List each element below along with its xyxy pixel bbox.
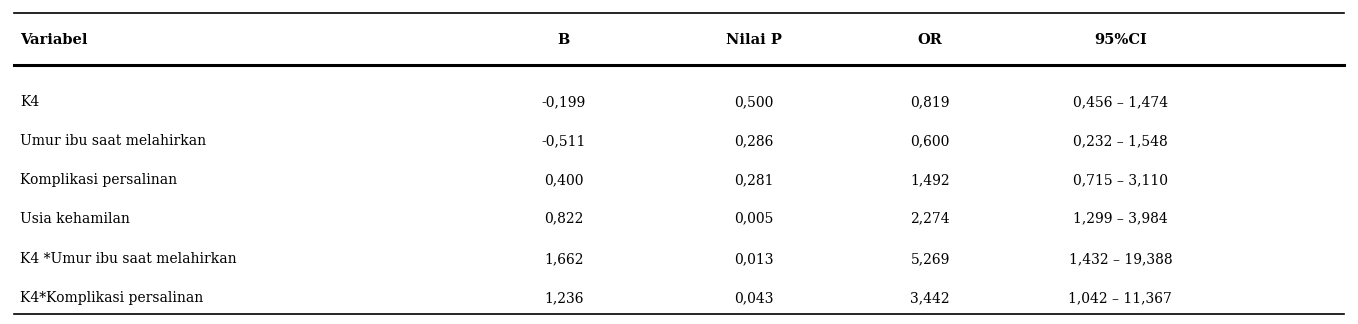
Text: 0,281: 0,281 — [733, 173, 774, 187]
Text: 0,715 – 3,110: 0,715 – 3,110 — [1073, 173, 1168, 187]
Text: 0,456 – 1,474: 0,456 – 1,474 — [1073, 95, 1168, 109]
Text: 0,819: 0,819 — [910, 95, 951, 109]
Text: 0,005: 0,005 — [735, 212, 773, 226]
Text: 0,232 – 1,548: 0,232 – 1,548 — [1073, 134, 1168, 148]
Text: -0,199: -0,199 — [542, 95, 585, 109]
Text: -0,511: -0,511 — [542, 134, 585, 148]
Text: 0,043: 0,043 — [733, 291, 774, 305]
Text: Komplikasi persalinan: Komplikasi persalinan — [20, 173, 178, 187]
Text: 95%CI: 95%CI — [1095, 33, 1146, 48]
Text: K4*Komplikasi persalinan: K4*Komplikasi persalinan — [20, 291, 204, 305]
Text: Umur ibu saat melahirkan: Umur ibu saat melahirkan — [20, 134, 206, 148]
Text: 5,269: 5,269 — [911, 252, 949, 266]
Text: OR: OR — [918, 33, 942, 48]
Text: 1,299 – 3,984: 1,299 – 3,984 — [1073, 212, 1168, 226]
Text: 2,274: 2,274 — [910, 212, 951, 226]
Text: 1,236: 1,236 — [543, 291, 584, 305]
Text: 0,013: 0,013 — [733, 252, 774, 266]
Text: 0,286: 0,286 — [735, 134, 773, 148]
Text: Usia kehamilan: Usia kehamilan — [20, 212, 130, 226]
Text: 1,042 – 11,367: 1,042 – 11,367 — [1069, 291, 1172, 305]
Text: B: B — [557, 33, 570, 48]
Text: 1,492: 1,492 — [910, 173, 951, 187]
Text: 3,442: 3,442 — [910, 291, 951, 305]
Text: 0,400: 0,400 — [543, 173, 584, 187]
Text: K4 *Umur ibu saat melahirkan: K4 *Umur ibu saat melahirkan — [20, 252, 238, 266]
Text: Variabel: Variabel — [20, 33, 88, 48]
Text: 0,500: 0,500 — [735, 95, 773, 109]
Text: Nilai P: Nilai P — [725, 33, 782, 48]
Text: K4: K4 — [20, 95, 39, 109]
Text: 1,662: 1,662 — [543, 252, 584, 266]
Text: 0,600: 0,600 — [911, 134, 949, 148]
Text: 1,432 – 19,388: 1,432 – 19,388 — [1069, 252, 1172, 266]
Text: 0,822: 0,822 — [545, 212, 583, 226]
